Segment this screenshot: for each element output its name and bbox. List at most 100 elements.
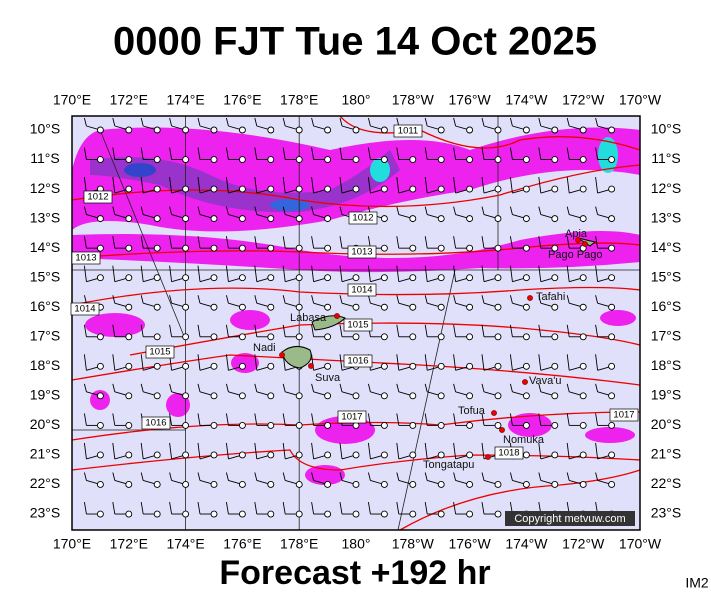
station (352, 156, 360, 163)
station (153, 156, 161, 163)
place-name: Vava'u (529, 375, 561, 387)
wind-barb (140, 147, 144, 160)
station (437, 126, 445, 134)
isobar (339, 115, 641, 151)
rain-cell (230, 310, 270, 330)
lat-label: 19°S (651, 387, 682, 403)
station (125, 333, 133, 341)
station (238, 510, 246, 518)
station (153, 126, 161, 134)
wind-barb (83, 177, 87, 194)
isobar (71, 449, 641, 471)
station (608, 215, 616, 223)
station (551, 185, 559, 193)
lon-label: 172°W (562, 536, 605, 552)
station (409, 481, 417, 488)
station (522, 274, 530, 282)
station (551, 303, 559, 311)
station (551, 215, 559, 223)
station (352, 481, 360, 488)
station (551, 362, 559, 370)
lon-label: 176°W (449, 536, 492, 552)
isobar-label: 1013 (75, 253, 96, 264)
title: 0000 FJT Tue 14 Oct 2025 (113, 20, 597, 64)
station (608, 156, 616, 163)
wind-barb (566, 206, 570, 215)
station (267, 185, 275, 193)
wind-barb (453, 147, 457, 160)
heavy-rain-core (270, 199, 310, 211)
station (409, 185, 417, 193)
lat-label: 10°S (30, 121, 61, 137)
place-name: Nomuka (503, 434, 545, 446)
station (466, 185, 474, 193)
station (579, 126, 587, 134)
wind-barb (396, 383, 400, 392)
wind-barb (311, 295, 315, 304)
station (182, 481, 190, 488)
station (352, 392, 360, 400)
wind-barb (339, 354, 343, 371)
station (267, 481, 275, 488)
station (238, 303, 246, 311)
wind-barb (140, 236, 144, 249)
wind-barb (538, 354, 542, 371)
isobar-label-box (83, 190, 113, 204)
wind-barb (197, 324, 201, 337)
wind-barb (140, 442, 144, 459)
wind-barb (311, 324, 315, 337)
wind-barb (339, 177, 343, 194)
wind-barb (424, 236, 428, 249)
place-name: Apia (565, 228, 588, 240)
station (125, 451, 133, 459)
isobar-label-box (347, 245, 377, 259)
station (324, 333, 332, 341)
wind-barb (140, 177, 144, 194)
station (324, 481, 332, 488)
wind-barb (254, 177, 258, 194)
lat-label: 19°S (30, 387, 61, 403)
station (409, 274, 417, 282)
heavy-rain (90, 137, 618, 213)
isobar-label: 1017 (341, 412, 362, 423)
wind-barb (282, 177, 286, 194)
station (494, 392, 502, 400)
wind-barb (254, 295, 258, 304)
station (579, 421, 587, 429)
wind-barb (112, 117, 116, 127)
station (466, 510, 474, 518)
wind-barb (509, 265, 513, 282)
wind-barb (481, 206, 485, 215)
station (352, 303, 360, 311)
station (352, 185, 360, 193)
station (267, 126, 275, 134)
station (466, 274, 474, 282)
station (352, 333, 360, 341)
wind-barb (112, 501, 116, 515)
station (295, 215, 303, 223)
station (96, 392, 104, 400)
station (295, 274, 303, 282)
station (153, 481, 161, 488)
wind-barb (282, 117, 286, 127)
wind-barb (481, 177, 485, 194)
isobar-label: 1012 (352, 213, 373, 224)
lat-label: 12°S (30, 180, 61, 196)
wind-barb (225, 236, 229, 249)
station (96, 126, 104, 134)
station (608, 481, 616, 488)
lon-label: 174°E (166, 536, 204, 552)
wind-barb (112, 442, 116, 459)
lat-label: 16°S (30, 298, 61, 314)
station (551, 481, 559, 488)
station (380, 126, 388, 134)
station (380, 185, 388, 193)
wind-barb (83, 265, 87, 282)
station (494, 481, 502, 488)
wind-barb (509, 354, 513, 371)
isobar-label-box (343, 318, 373, 332)
wind-barb (538, 324, 542, 337)
station (238, 451, 246, 459)
station (295, 185, 303, 193)
station (409, 392, 417, 400)
